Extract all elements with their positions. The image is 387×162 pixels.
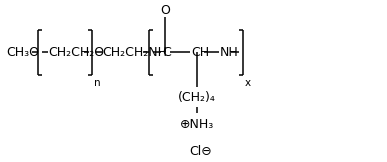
Text: CH₂CH₂O: CH₂CH₂O xyxy=(48,46,104,59)
Text: ⊕NH₃: ⊕NH₃ xyxy=(180,118,214,131)
Text: Cl⊖: Cl⊖ xyxy=(190,145,212,158)
Text: CH₃O: CH₃O xyxy=(7,46,39,59)
Text: n: n xyxy=(94,78,101,88)
Text: (CH₂)₄: (CH₂)₄ xyxy=(178,91,216,104)
Text: CH: CH xyxy=(191,46,209,59)
Text: NH: NH xyxy=(219,46,238,59)
Text: x: x xyxy=(245,78,251,88)
Text: O: O xyxy=(160,4,170,17)
Text: C: C xyxy=(163,46,171,59)
Text: CH₂CH₂NH: CH₂CH₂NH xyxy=(102,46,167,59)
